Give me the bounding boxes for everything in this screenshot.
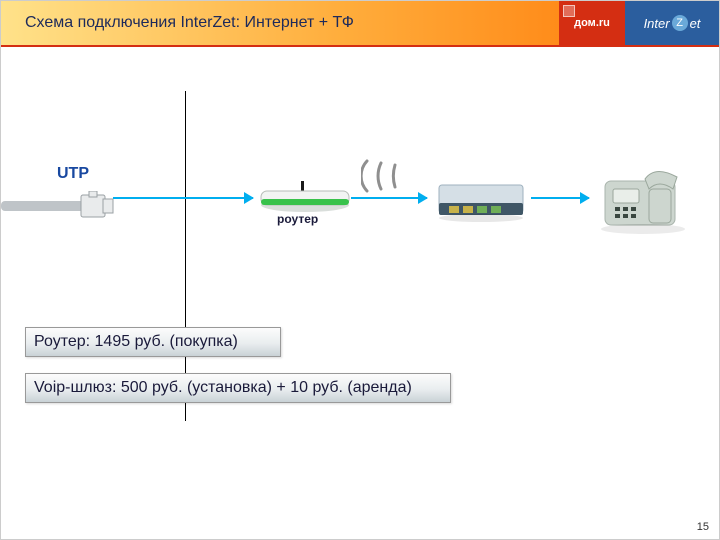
page-number: 15 xyxy=(697,521,709,533)
voip-gateway-icon xyxy=(435,179,531,225)
arrow-utp-to-router xyxy=(113,197,253,199)
header-rule xyxy=(1,45,719,47)
slide-title: Схема подключения InterZet: Интернет + Т… xyxy=(25,14,354,32)
wifi-icon xyxy=(361,151,411,201)
rj45-plug-icon xyxy=(1,191,121,219)
domru-logo: дом.ru xyxy=(559,1,625,45)
interzet-logo-text-b: et xyxy=(690,16,701,31)
interzet-logo-text-a: Inter xyxy=(644,16,670,31)
price-router: Роутер: 1495 руб. (покупка) xyxy=(25,327,281,357)
header: Схема подключения InterZet: Интернет + Т… xyxy=(1,1,719,45)
router-label: роутер xyxy=(277,212,318,226)
phone-icon xyxy=(595,159,691,239)
title-bar: Схема подключения InterZet: Интернет + Т… xyxy=(1,1,559,45)
arrow-voip-to-phone xyxy=(531,197,589,199)
price-voip: Voip-шлюз: 500 руб. (установка) + 10 руб… xyxy=(25,373,451,403)
router-icon xyxy=(257,181,353,241)
logo-ornament-icon xyxy=(563,5,575,17)
interzet-logo-z-icon: Z xyxy=(672,15,688,31)
utp-label: UTP xyxy=(57,165,89,183)
connection-diagram: UTP роутер xyxy=(1,121,719,271)
slide: Схема подключения InterZet: Интернет + Т… xyxy=(0,0,720,540)
domru-logo-text: дом.ru xyxy=(574,17,610,29)
interzet-logo: Inter Z et xyxy=(625,1,719,45)
